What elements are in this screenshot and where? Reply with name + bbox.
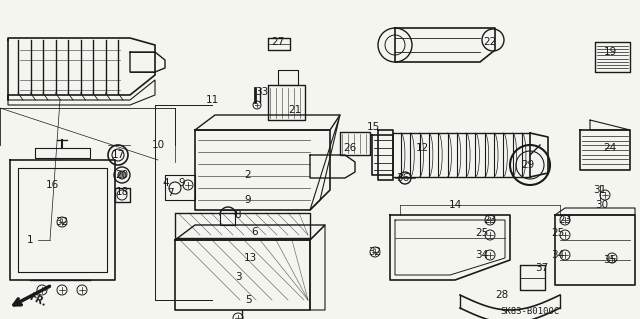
Text: 28: 28: [495, 290, 509, 300]
Text: 34: 34: [552, 250, 564, 260]
Text: 4: 4: [163, 178, 170, 188]
Text: 8: 8: [235, 210, 241, 220]
Text: 6: 6: [252, 227, 259, 237]
Text: 9: 9: [244, 195, 252, 205]
Text: 26: 26: [344, 143, 356, 153]
Circle shape: [118, 171, 126, 179]
Text: 32: 32: [369, 247, 381, 257]
Text: 24: 24: [604, 143, 616, 153]
Text: 20: 20: [115, 170, 129, 180]
Text: 14: 14: [449, 200, 461, 210]
Text: 25: 25: [476, 228, 488, 238]
Text: 19: 19: [604, 47, 616, 57]
Text: 16: 16: [45, 180, 59, 190]
Text: 11: 11: [205, 95, 219, 105]
Text: 3: 3: [235, 272, 241, 282]
Text: 25: 25: [552, 228, 564, 238]
Text: 18: 18: [115, 187, 129, 197]
Text: 21: 21: [289, 105, 301, 115]
Text: 22: 22: [483, 37, 497, 47]
Text: 27: 27: [271, 37, 285, 47]
Text: 7: 7: [166, 188, 173, 198]
Text: SK83-B0100C: SK83-B0100C: [500, 308, 559, 316]
Text: 23: 23: [483, 215, 497, 225]
Text: 31: 31: [593, 185, 607, 195]
Text: 5: 5: [244, 295, 252, 305]
Text: 36: 36: [396, 173, 410, 183]
Text: 13: 13: [243, 253, 257, 263]
Text: 17: 17: [111, 150, 125, 160]
Text: 32: 32: [56, 217, 68, 227]
Text: FR.: FR.: [28, 292, 48, 308]
Text: 10: 10: [152, 140, 164, 150]
Text: 34: 34: [476, 250, 488, 260]
Text: 29: 29: [522, 160, 534, 170]
Text: 9: 9: [179, 178, 186, 188]
Text: 23: 23: [558, 215, 572, 225]
Text: 12: 12: [415, 143, 429, 153]
Text: 1: 1: [27, 235, 33, 245]
Text: 35: 35: [604, 255, 616, 265]
Text: 2: 2: [244, 170, 252, 180]
Text: 30: 30: [595, 200, 609, 210]
Text: 37: 37: [536, 263, 548, 273]
Text: 33: 33: [255, 87, 269, 97]
Text: 15: 15: [366, 122, 380, 132]
